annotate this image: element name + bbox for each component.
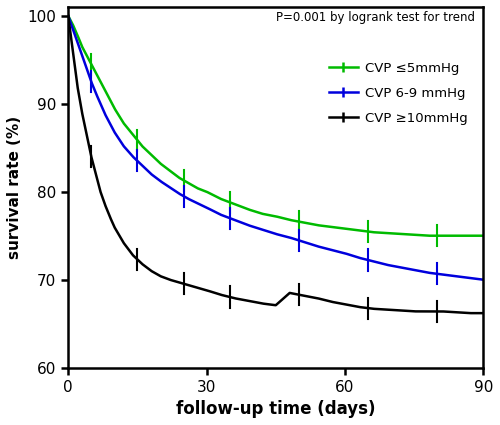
Y-axis label: survival rate (%): survival rate (%) [7, 116, 22, 259]
Text: P=0.001 by logrank test for trend: P=0.001 by logrank test for trend [276, 11, 475, 23]
Legend: CVP ≤5mmHg, CVP 6-9 mmHg, CVP ≥10mmHg: CVP ≤5mmHg, CVP 6-9 mmHg, CVP ≥10mmHg [324, 57, 472, 130]
X-axis label: follow-up time (days): follow-up time (days) [176, 400, 376, 418]
